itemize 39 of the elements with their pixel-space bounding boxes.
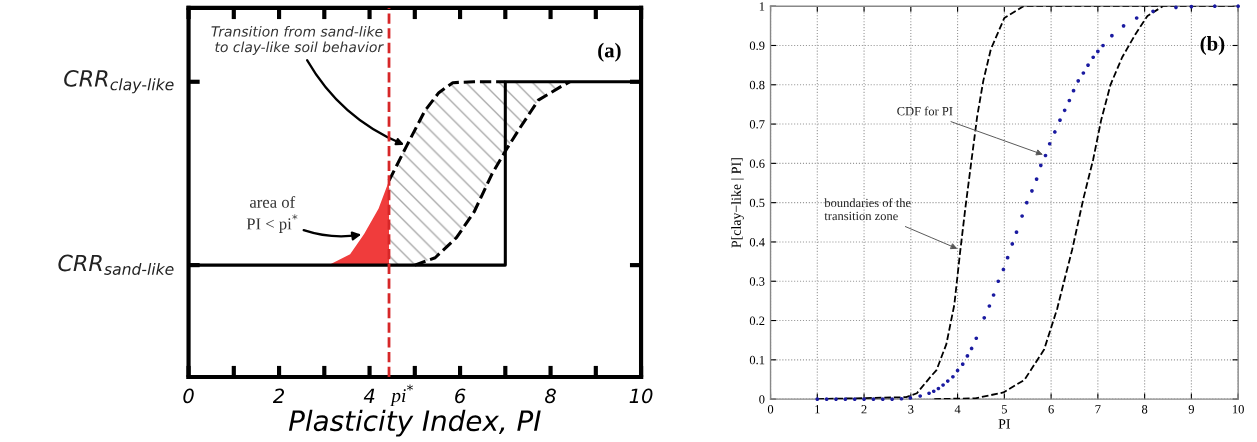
y-axis-title: P[clay−like | PI] (731, 158, 744, 248)
y-tick-label: 0.6 (749, 159, 765, 168)
text: (a) (598, 42, 621, 62)
annotation: CDF for PI (897, 106, 953, 116)
annotation: (b) (1200, 36, 1225, 55)
x-axis-title: Plasticity Index, PI (288, 409, 541, 437)
x-tick-label: 6 (1048, 405, 1054, 414)
x-tick-label: 4 (954, 405, 961, 414)
x-tick-label: 6 (455, 388, 466, 404)
annotation: boundaries of the transition zone (824, 198, 911, 221)
x-tick-label: 3 (908, 405, 914, 414)
y-tick-label: 0.2 (749, 316, 765, 326)
y-tick-label: 0.7 (749, 120, 765, 129)
x-tick-label: 0 (183, 388, 194, 404)
text: CRR$_{clay-like}$ (64, 69, 174, 94)
x-tick-label: 9 (1188, 405, 1194, 414)
x-tick-label: 2 (861, 405, 867, 414)
text: CRR$_{sand-like}$ (58, 254, 174, 275)
x-tick-label: 5 (1001, 405, 1007, 414)
ref-line-label: pi$^{*}$ (390, 384, 413, 407)
x-tick-label: 10 (1232, 405, 1244, 414)
y-tick-label: 0.4 (749, 237, 765, 247)
x-tick-label: 8 (545, 388, 556, 404)
y-tick-label: 0.3 (749, 277, 765, 286)
y-tick-label: 0.1 (749, 355, 765, 365)
x-axis-title: PI (998, 419, 1011, 429)
annotation: Transition from sand-like to clay-like soil behavior (211, 25, 384, 55)
x-tick-label: 1 (815, 405, 820, 414)
x-tick-label: 4 (363, 388, 375, 403)
x-tick-label: 0 (767, 405, 774, 414)
x-tick-label: 7 (1095, 405, 1101, 414)
y-tick-label: 0.8 (749, 80, 765, 90)
annotation: area of PI < pi$^{*}$ (246, 195, 298, 233)
y-tick-label: 1 (759, 2, 765, 11)
x-tick-label: 10 (629, 388, 653, 404)
y-tick-label: 0.9 (749, 41, 765, 50)
x-tick-label: 2 (272, 388, 285, 403)
y-tick-label: 0.5 (749, 198, 765, 208)
x-tick-label: 8 (1141, 405, 1148, 414)
